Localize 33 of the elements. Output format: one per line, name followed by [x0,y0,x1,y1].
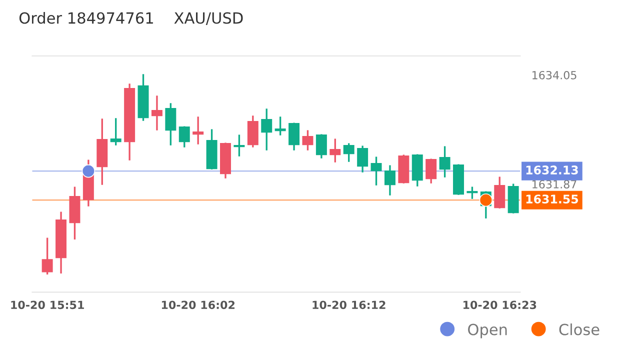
x-tick-label: 10-20 16:23 [463,300,536,310]
x-tick-label: 10-20 15:51 [11,300,84,310]
candlestick [343,143,354,162]
chart-title: Order 184974761 XAU/USD [19,12,243,25]
x-tick-label: 10-20 16:12 [312,300,386,310]
candlestick [165,103,176,146]
candlestick [370,156,382,186]
candlestick [192,116,204,144]
legend-label: Open [468,324,507,338]
candlestick [439,146,450,178]
candlestick [261,108,272,150]
x-tick-label: 10-20 16:02 [162,300,235,310]
candlestick [274,116,286,136]
candlestick [357,146,368,172]
candlestick [178,126,190,148]
candlestick [110,118,122,146]
candlestick [247,116,258,148]
ref-line-label: 1631.55 [526,194,578,204]
candlestick [384,165,396,196]
candlestick [151,96,162,130]
candlestick [288,122,300,150]
y-tick-label: 1631.87 [532,180,576,188]
legend-label: Close [559,323,600,336]
candlestick [426,158,437,184]
candlestick [316,134,327,158]
ref-line-label: 1632.13 [526,166,578,174]
candlestick [330,138,341,162]
y-tick-label: 1634.05 [532,70,576,80]
candlestick [42,238,53,274]
candlestick [302,130,314,150]
candlestick [234,134,245,156]
candlestick [466,186,478,199]
candlestick [494,176,506,208]
